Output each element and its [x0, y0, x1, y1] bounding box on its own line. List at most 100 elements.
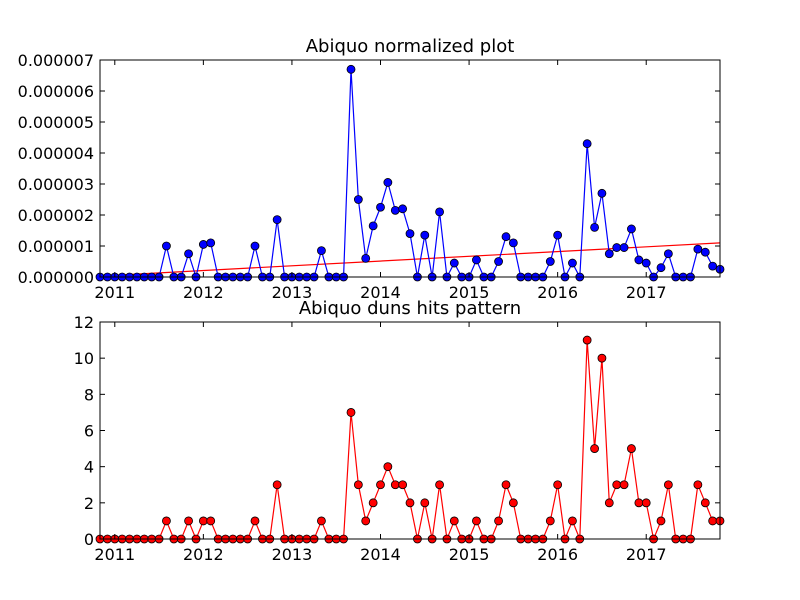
marker	[604, 498, 614, 508]
marker	[494, 516, 503, 526]
marker	[250, 516, 260, 526]
marker	[472, 255, 481, 265]
marker	[508, 498, 518, 508]
marker	[206, 516, 216, 526]
x-tick-label: 2012	[183, 283, 224, 302]
marker	[568, 516, 577, 526]
chart-title: Abiquo normalized plot	[306, 36, 515, 57]
x-tick-label: 2011	[94, 545, 135, 564]
axes-frame	[99, 59, 721, 278]
marker	[368, 221, 378, 231]
marker	[317, 516, 326, 526]
marker	[508, 238, 518, 248]
x-tick-label: 2012	[183, 545, 224, 564]
chart-title: Abiquo duns hits pattern	[299, 298, 521, 319]
marker	[420, 230, 430, 240]
marker	[405, 229, 415, 239]
marker	[361, 253, 371, 263]
marker	[184, 249, 193, 259]
marker	[398, 480, 408, 490]
marker	[708, 516, 718, 526]
marker	[162, 516, 171, 526]
y-tick-label: 0.000004	[18, 144, 94, 163]
x-tick-label: 2013	[272, 283, 313, 302]
marker	[317, 246, 326, 256]
marker	[700, 498, 710, 508]
marker	[700, 247, 710, 257]
marker	[656, 516, 666, 526]
marker	[472, 516, 481, 526]
marker	[250, 241, 260, 251]
y-tick-label: 2	[84, 494, 94, 513]
y-tick-label: 12	[74, 313, 94, 332]
marker	[619, 480, 629, 490]
marker	[353, 480, 363, 490]
marker	[590, 444, 599, 453]
marker	[449, 516, 459, 526]
marker	[435, 480, 444, 490]
x-tick-label: 2017	[626, 545, 667, 564]
x-tick-label: 2014	[360, 545, 401, 564]
x-tick-label: 2015	[449, 545, 490, 564]
marker	[693, 480, 703, 490]
marker	[663, 480, 673, 490]
y-tick-label: 0.000007	[18, 51, 94, 70]
y-tick-label: 0.000001	[18, 237, 94, 256]
marker	[398, 204, 408, 214]
y-tick-label: 8	[84, 385, 94, 404]
y-tick-label: 6	[84, 422, 94, 441]
marker	[346, 408, 356, 417]
marker	[501, 232, 511, 242]
marker	[206, 238, 216, 248]
marker	[376, 202, 385, 212]
marker	[545, 516, 555, 526]
y-tick-label: 0	[84, 530, 94, 549]
marker	[634, 498, 644, 508]
marker	[693, 244, 703, 254]
y-tick-label: 10	[74, 349, 94, 368]
marker	[346, 64, 356, 74]
marker	[198, 240, 208, 249]
marker	[545, 257, 555, 266]
marker	[597, 188, 607, 198]
y-tick-label: 0.000000	[18, 268, 94, 287]
marker	[663, 249, 673, 259]
marker	[619, 243, 629, 252]
x-tick-label: 2016	[537, 545, 578, 564]
marker	[641, 498, 651, 508]
marker	[612, 243, 622, 252]
x-tick-label: 2014	[360, 283, 401, 302]
x-tick-label: 2013	[272, 545, 313, 564]
marker	[390, 205, 400, 215]
x-tick-label: 2011	[94, 283, 135, 302]
marker	[184, 516, 193, 526]
marker	[383, 178, 393, 187]
marker	[494, 257, 503, 266]
marker	[162, 241, 171, 251]
marker	[435, 207, 444, 217]
marker	[708, 261, 718, 271]
marker	[590, 222, 599, 232]
marker	[383, 462, 393, 472]
marker	[627, 224, 636, 234]
marker	[641, 258, 651, 268]
marker	[612, 480, 622, 490]
marker	[597, 353, 607, 363]
marker	[582, 335, 592, 345]
y-tick-label: 0.000003	[18, 175, 94, 194]
marker	[553, 230, 563, 240]
y-tick-label: 0.000005	[18, 113, 94, 132]
marker	[272, 480, 282, 490]
marker	[361, 516, 371, 526]
marker	[656, 263, 666, 273]
marker	[390, 480, 400, 490]
x-tick-label: 2015	[449, 283, 490, 302]
y-tick-label: 0.000002	[18, 206, 94, 225]
marker	[198, 516, 208, 526]
marker	[272, 215, 282, 225]
y-tick-label: 0.000006	[18, 82, 94, 101]
marker	[568, 258, 577, 268]
marker	[376, 480, 385, 490]
